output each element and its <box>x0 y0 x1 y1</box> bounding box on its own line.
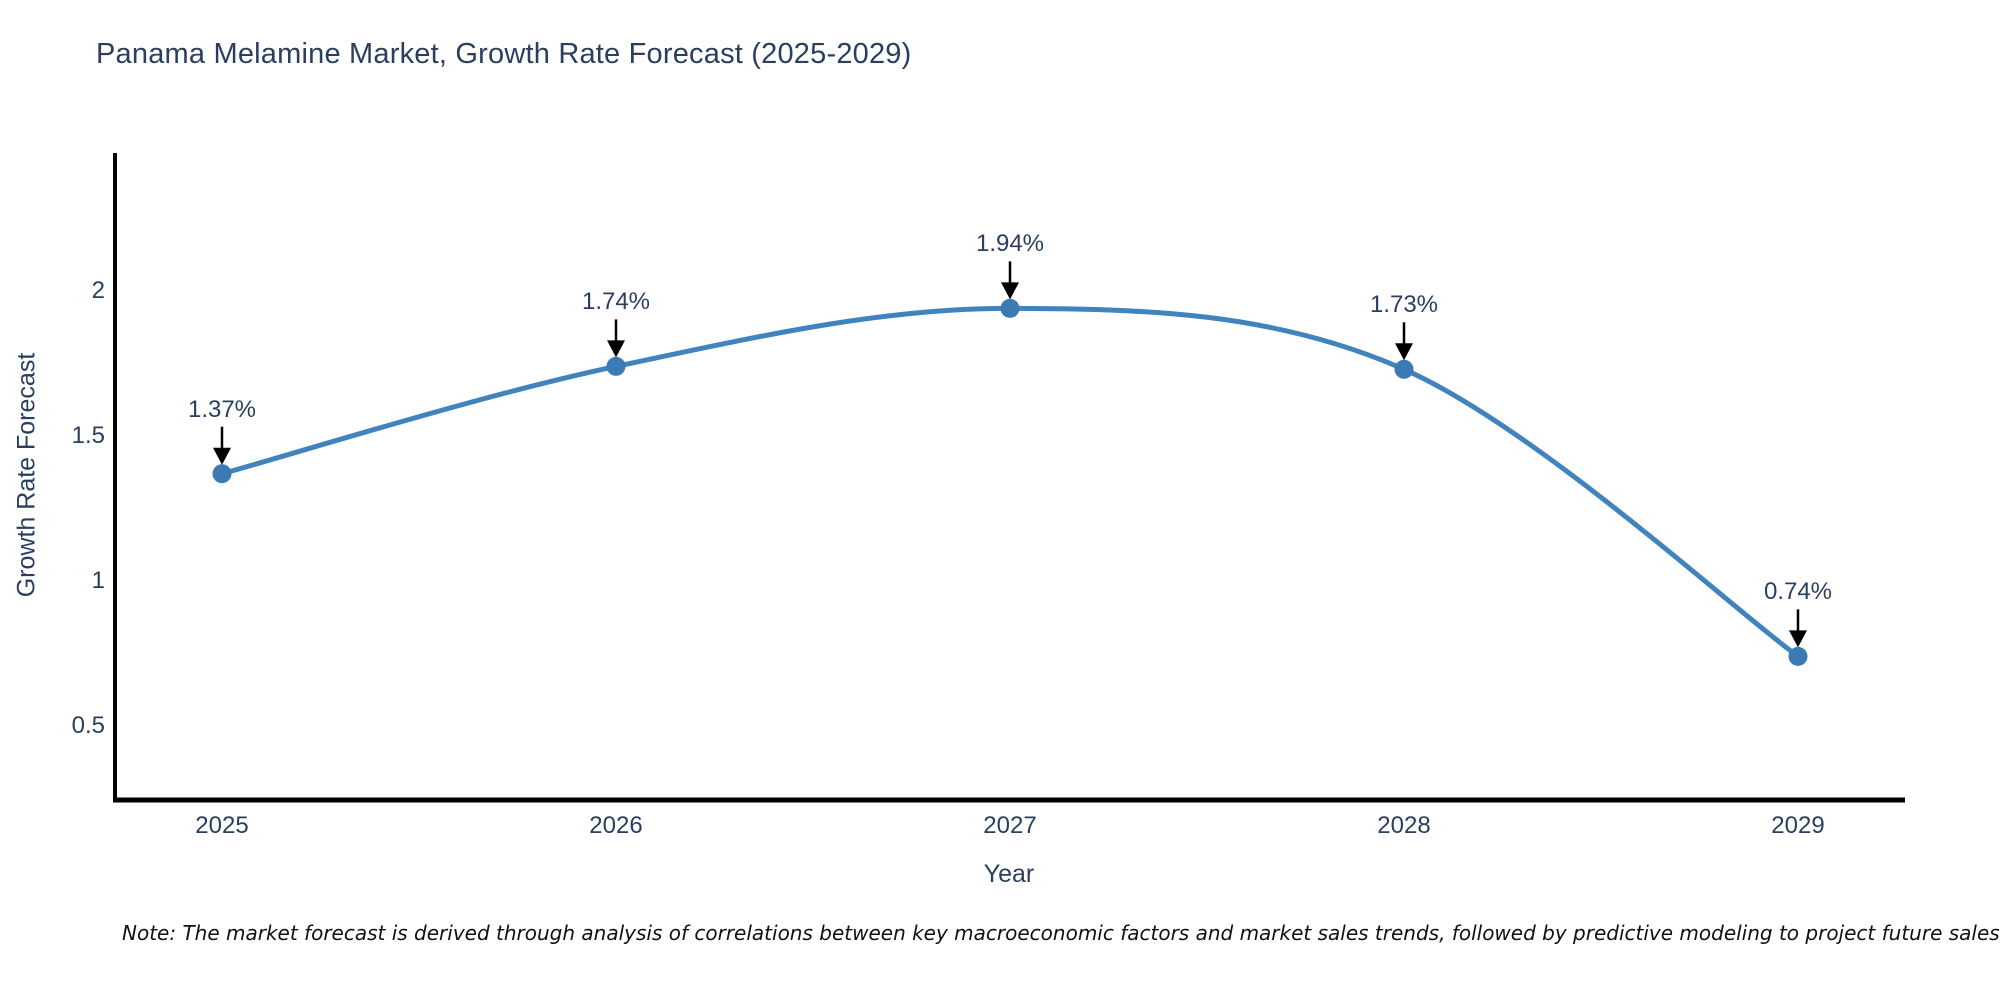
y-tick-label: 0.5 <box>71 712 105 739</box>
annotation-arrowhead <box>1789 630 1807 648</box>
data-point-marker <box>1000 298 1020 318</box>
x-tick-label: 2028 <box>1377 812 1431 839</box>
data-point-marker <box>212 464 232 484</box>
annotation-label: 1.73% <box>1369 291 1439 319</box>
data-point-marker <box>606 356 626 376</box>
annotation-arrowhead <box>1395 343 1413 361</box>
chart-title: Panama Melamine Market, Growth Rate Fore… <box>96 38 912 70</box>
footnote: Note: The market forecast is derived thr… <box>122 921 2000 945</box>
annotation-label: 0.74% <box>1763 578 1833 606</box>
annotation-arrowhead <box>213 447 231 465</box>
y-tick-label: 1.5 <box>71 422 105 449</box>
annotation-arrowhead <box>1001 282 1019 300</box>
annotation-label: 1.37% <box>187 395 257 423</box>
x-tick-label: 2025 <box>195 812 249 839</box>
annotation-arrowhead <box>607 340 625 358</box>
annotation-label: 1.74% <box>581 288 651 316</box>
annotation-arrows <box>213 261 1807 648</box>
x-tick-label: 2027 <box>983 812 1037 839</box>
x-tick-label: 2026 <box>589 812 643 839</box>
x-axis-title: Year <box>983 860 1035 888</box>
data-point-marker <box>1394 359 1414 379</box>
x-tick-label: 2029 <box>1771 812 1825 839</box>
data-point-marker <box>1788 646 1808 666</box>
y-tick-label: 1 <box>91 567 105 594</box>
y-tick-label: 2 <box>91 277 105 304</box>
series-layer <box>212 298 1808 666</box>
annotation-label: 1.94% <box>975 230 1045 258</box>
line-series <box>221 305 1800 659</box>
